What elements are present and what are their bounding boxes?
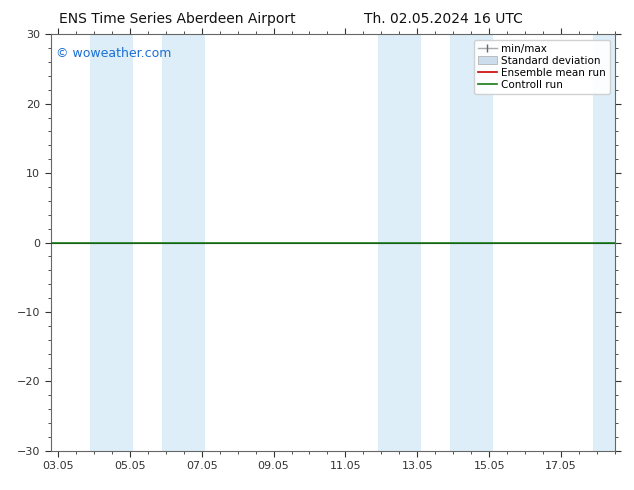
Legend: min/max, Standard deviation, Ensemble mean run, Controll run: min/max, Standard deviation, Ensemble me…	[474, 40, 610, 94]
Text: Th. 02.05.2024 16 UTC: Th. 02.05.2024 16 UTC	[365, 12, 523, 26]
Bar	[90, 34, 133, 451]
Bar	[593, 34, 633, 451]
Bar	[450, 34, 493, 451]
Text: ENS Time Series Aberdeen Airport: ENS Time Series Aberdeen Airport	[59, 12, 296, 26]
Bar	[378, 34, 421, 451]
Bar	[162, 34, 205, 451]
Text: © woweather.com: © woweather.com	[56, 47, 172, 60]
